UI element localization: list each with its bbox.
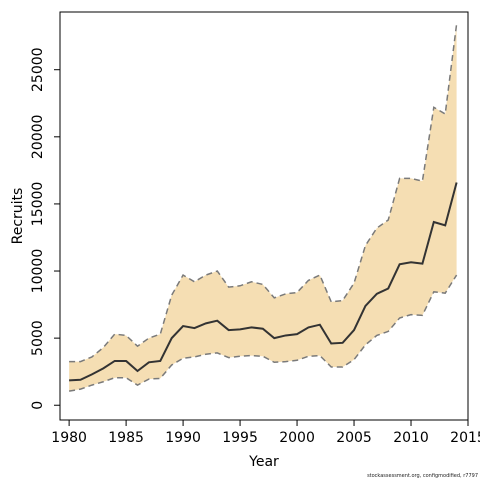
- x-tick-label: 2015: [450, 430, 480, 446]
- estimate-line: [69, 182, 458, 382]
- x-axis: 1980 1985 1990 1995 2000 2005 2010 2015: [51, 420, 480, 446]
- series-line-layer: [68, 23, 458, 392]
- y-tick-label: 15000: [30, 182, 46, 227]
- x-tick-label: 1990: [165, 430, 201, 446]
- confidence-band-layer: [69, 24, 457, 392]
- footnote: stockassessment.org, configmodified, r77…: [367, 473, 478, 479]
- x-tick-label: 1985: [108, 430, 144, 446]
- y-axis: 0 5000 10000 15000 20000 25000: [30, 47, 60, 410]
- y-tick-label: 20000: [30, 115, 46, 160]
- x-tick-label: 1980: [51, 430, 87, 446]
- x-tick-label: 2010: [393, 430, 429, 446]
- x-axis-title: Year: [248, 454, 279, 470]
- lower-bound-line: [68, 274, 458, 392]
- x-tick-label: 2000: [279, 430, 315, 446]
- x-tick-label: 2005: [336, 430, 372, 446]
- x-tick-label: 1995: [222, 430, 258, 446]
- y-tick-label: 0: [30, 401, 46, 410]
- y-axis-title: Recruits: [10, 188, 26, 245]
- confidence-band: [69, 24, 457, 392]
- y-tick-label: 5000: [30, 320, 46, 356]
- plot-frame: [59, 11, 469, 421]
- y-tick-label: 10000: [30, 249, 46, 294]
- y-tick-label: 25000: [30, 47, 46, 92]
